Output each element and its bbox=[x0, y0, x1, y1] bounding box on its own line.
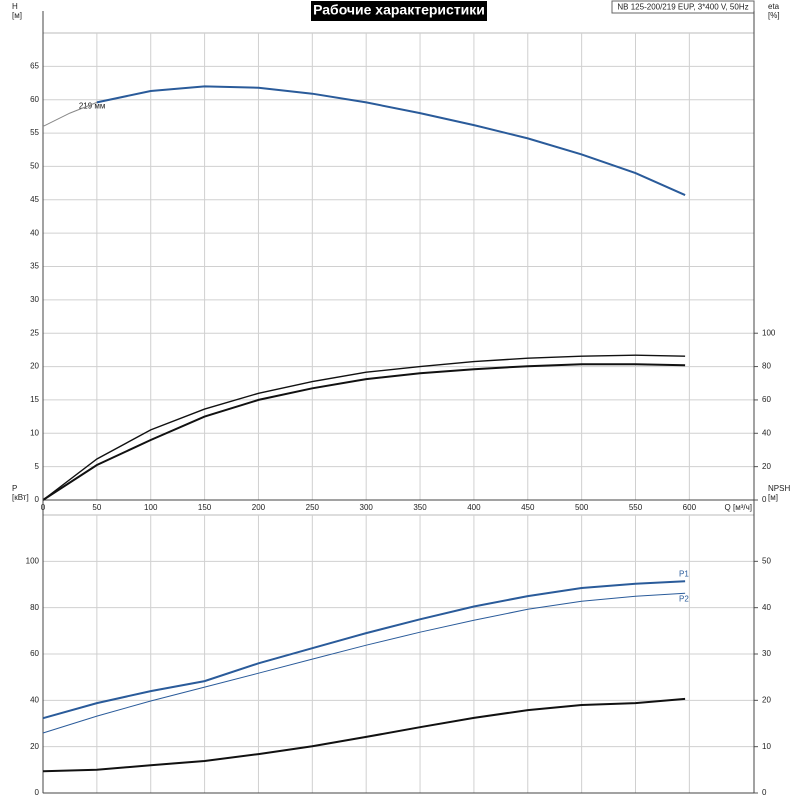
y-tick-label: 80 bbox=[30, 603, 39, 612]
y2-tick-label: 80 bbox=[762, 362, 771, 371]
x-tick-label: 100 bbox=[144, 503, 158, 512]
y2-tick-label: 0 bbox=[762, 788, 767, 797]
series-line bbox=[96, 85, 686, 197]
y-tick-label: 65 bbox=[30, 61, 39, 70]
y2-tick-label: 60 bbox=[762, 395, 771, 404]
y2-axis-label: eta bbox=[768, 2, 780, 11]
x-tick-label: 350 bbox=[413, 503, 427, 512]
y2-tick-label: 0 bbox=[762, 495, 767, 504]
y-tick-label: 0 bbox=[35, 788, 40, 797]
series-line bbox=[42, 592, 686, 734]
y2-axis-unit: [%] bbox=[768, 11, 780, 20]
series-line bbox=[42, 697, 686, 773]
y-tick-label: 5 bbox=[35, 462, 40, 471]
y-tick-label: 60 bbox=[30, 649, 39, 658]
series-label: P2 bbox=[679, 594, 689, 603]
y-tick-label: 25 bbox=[30, 328, 39, 337]
x-tick-label: 250 bbox=[306, 503, 320, 512]
series-label: P1 bbox=[679, 569, 689, 578]
y2-tick-label: 100 bbox=[762, 328, 776, 337]
y2-tick-label: 30 bbox=[762, 649, 771, 658]
y-tick-label: 10 bbox=[30, 428, 39, 437]
y-tick-label: 20 bbox=[30, 362, 39, 371]
y-axis-label: H bbox=[12, 2, 18, 11]
series-line bbox=[42, 354, 686, 501]
y-tick-label: 45 bbox=[30, 195, 39, 204]
y-tick-label: 35 bbox=[30, 262, 39, 271]
y-tick-label: 0 bbox=[35, 495, 40, 504]
x-axis-label: Q [м³/ч] bbox=[725, 503, 752, 512]
y-tick-label: 100 bbox=[26, 556, 40, 565]
y-tick-label: 30 bbox=[30, 295, 39, 304]
y2-tick-label: 20 bbox=[762, 462, 771, 471]
x-tick-label: 50 bbox=[92, 503, 101, 512]
y-tick-label: 55 bbox=[30, 128, 39, 137]
model-label: NB 125-200/219 EUP, 3*400 V, 50Hz bbox=[617, 3, 748, 12]
y-axis-unit: [м] bbox=[12, 11, 22, 20]
y2-axis-label: NPSH bbox=[768, 484, 790, 493]
y2-axis-unit: [м] bbox=[768, 493, 778, 502]
y-axis-label: P bbox=[12, 484, 17, 493]
title-box bbox=[311, 1, 487, 21]
chart-title: Рабочие характеристики bbox=[313, 2, 485, 18]
series-line bbox=[42, 363, 686, 501]
x-tick-label: 600 bbox=[683, 503, 697, 512]
series-line bbox=[42, 580, 686, 720]
y2-tick-label: 20 bbox=[762, 695, 771, 704]
y-tick-label: 40 bbox=[30, 695, 39, 704]
x-tick-label: 150 bbox=[198, 503, 212, 512]
y2-tick-label: 40 bbox=[762, 428, 771, 437]
x-tick-label: 300 bbox=[360, 503, 374, 512]
y2-tick-label: 40 bbox=[762, 603, 771, 612]
y-tick-label: 50 bbox=[30, 162, 39, 171]
x-tick-label: 450 bbox=[521, 503, 535, 512]
series-label: 219 мм bbox=[79, 101, 106, 110]
y-tick-label: 20 bbox=[30, 742, 39, 751]
y2-tick-label: 10 bbox=[762, 742, 771, 751]
y-axis-unit: [кВт] bbox=[12, 493, 29, 502]
y2-tick-label: 50 bbox=[762, 556, 771, 565]
model-box bbox=[611, 0, 755, 14]
series-line bbox=[42, 101, 98, 127]
x-tick-label: 550 bbox=[629, 503, 643, 512]
x-tick-label: 500 bbox=[575, 503, 589, 512]
y-tick-label: 15 bbox=[30, 395, 39, 404]
y-tick-label: 40 bbox=[30, 228, 39, 237]
x-tick-label: 400 bbox=[467, 503, 481, 512]
y-tick-label: 60 bbox=[30, 95, 39, 104]
x-tick-label: 200 bbox=[252, 503, 266, 512]
